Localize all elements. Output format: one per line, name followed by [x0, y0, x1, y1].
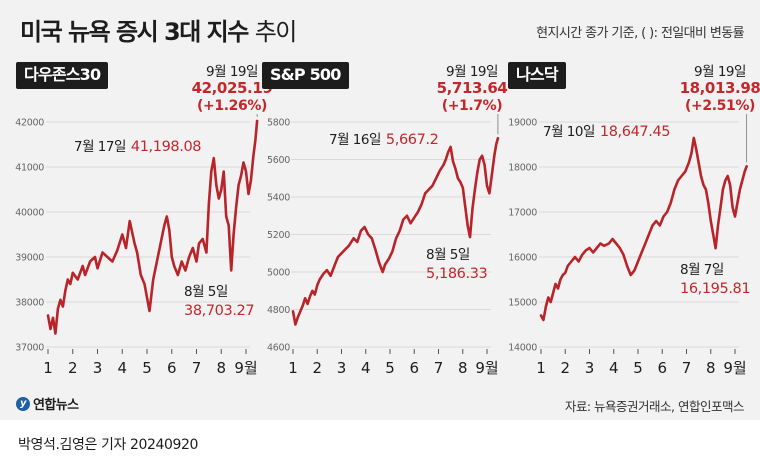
- dow-x-tick-label: 2: [68, 359, 78, 377]
- dow-y-tick-label: 42000: [15, 118, 44, 129]
- dow-peak-date: 7월 17일: [74, 139, 126, 155]
- dow-y-tick-label: 40000: [15, 208, 44, 219]
- charts-area: 다우존스30 S&P 500 나스닥 37000 38000 39000 40000 4…: [0, 56, 760, 390]
- dow-x-tick-label: 9월: [234, 359, 257, 377]
- sp500-x-tick-label: 2: [312, 359, 322, 377]
- nasdaq-label-badge: 나스닥: [508, 62, 566, 89]
- dow-x-tick-label: 5: [142, 359, 152, 377]
- nasdaq-peak-date: 7월 10일: [543, 124, 595, 140]
- page-title: 미국 뉴욕 증시 3대 지수 추이: [20, 12, 298, 47]
- dow-y-tick-label: 38000: [15, 298, 44, 309]
- sp500-latest-value: 5,713.64: [437, 79, 508, 97]
- nasdaq-peak-value: 18,647.45: [600, 124, 670, 140]
- title-main: 미국 뉴욕 증시 3대 지수: [20, 18, 249, 46]
- sp500-series-line: [291, 136, 500, 326]
- sp500-low-date: 8월 5일: [426, 247, 470, 263]
- dow-latest-change: (+1.26%): [197, 98, 267, 114]
- nasdaq-x-tick-label: 4: [609, 359, 619, 377]
- logo-text: 연합뉴스: [33, 398, 79, 413]
- sp500-x-tick-label: 8: [458, 359, 468, 377]
- yonhap-logo-icon: y: [16, 396, 30, 411]
- dow-x-tick-label: 6: [167, 359, 177, 377]
- infographic-card: 미국 뉴욕 증시 3대 지수 추이 현지시간 종가 기준, ( ): 전일대비 …: [0, 0, 760, 420]
- sp500-y-tick-label: 4600: [267, 343, 290, 354]
- nasdaq-x-tick-label: 9월: [723, 359, 746, 377]
- dow-peak-value: 41,198.08: [131, 139, 201, 155]
- nasdaq-latest-value: 18,013.98: [680, 79, 760, 97]
- dow-y-tick-label: 41000: [15, 163, 44, 174]
- dow-x-tick-label: 3: [93, 359, 103, 377]
- sp500-low-value: 5,186.33: [426, 266, 488, 282]
- nasdaq-series-line: [539, 136, 748, 322]
- sp500-peak-date: 7월 16일: [329, 132, 381, 148]
- dow-low-value: 38,703.27: [184, 303, 254, 319]
- nasdaq-x-tick-label: 2: [560, 359, 570, 377]
- nasdaq-y-tick-label: 14000: [508, 343, 537, 354]
- sp500-x-tick-label: 6: [409, 359, 419, 377]
- nasdaq-x-tick-label: 1: [536, 359, 546, 377]
- sp500-label-badge: S&P 500: [262, 62, 349, 89]
- sp500-y-tick-label: 5600: [267, 155, 290, 166]
- sp500-y-tick-label: 5200: [267, 230, 290, 241]
- sp500-x-tick-label: 1: [288, 359, 298, 377]
- nasdaq-x-tick-label: 5: [633, 359, 643, 377]
- sp500-y-tick-label: 4800: [267, 305, 290, 316]
- sp500-latest-change: (+1.7%): [442, 98, 503, 114]
- yonhap-logo: y 연합뉴스: [16, 394, 79, 413]
- sp500-x-tick-label: 7: [434, 359, 444, 377]
- dow-x-tick-label: 1: [43, 359, 53, 377]
- nasdaq-x-tick-label: 7: [682, 359, 692, 377]
- sp500-latest-date: 9월 19일: [446, 64, 498, 80]
- basis-note: 현지시간 종가 기준, ( ): 전일대비 변동률: [536, 26, 744, 41]
- nasdaq-latest-change: (+2.51%): [685, 98, 755, 114]
- dow-latest-value: 42,025.19: [192, 79, 273, 97]
- nasdaq-latest-date: 9월 19일: [694, 64, 746, 80]
- nasdaq-x-tick-label: 3: [585, 359, 595, 377]
- nasdaq-y-tick-label: 15000: [508, 298, 537, 309]
- sp500-x-tick-label: 9월: [475, 359, 498, 377]
- source-note: 자료: 뉴욕증권거래소, 연합인포맥스: [564, 399, 745, 414]
- nasdaq-y-tick-label: 17000: [508, 208, 537, 219]
- nasdaq-low-date: 8월 7일: [680, 262, 724, 278]
- sp500-peak-value: 5,667.2: [386, 132, 439, 148]
- sp500-x-tick-label: 5: [385, 359, 395, 377]
- title-sub: 추이: [254, 18, 298, 46]
- dow-y-tick-label: 39000: [15, 253, 44, 264]
- sp500-y-tick-label: 5400: [267, 193, 290, 204]
- dow-low-date: 8월 5일: [184, 284, 228, 300]
- nasdaq-y-tick-label: 18000: [508, 163, 537, 174]
- nasdaq-y-tick-label: 19000: [508, 118, 537, 129]
- nasdaq-x-tick-label: 8: [706, 359, 716, 377]
- nasdaq-y-tick-label: 16000: [508, 253, 537, 264]
- sp500-y-tick-label: 5800: [267, 118, 290, 129]
- dow-x-tick-label: 4: [117, 359, 127, 377]
- dow-label-badge: 다우존스30: [16, 62, 109, 89]
- sp500-x-tick-label: 3: [337, 359, 347, 377]
- nasdaq-x-tick-label: 6: [657, 359, 667, 377]
- sp500-x-tick-label: 4: [361, 359, 371, 377]
- nasdaq-low-value: 16,195.81: [680, 281, 750, 297]
- dow-latest-date: 9월 19일: [206, 64, 258, 80]
- sp500-y-tick-label: 5000: [267, 268, 290, 279]
- dow-series-line: [46, 119, 259, 335]
- dow-y-tick-label: 37000: [15, 343, 44, 354]
- dow-x-tick-label: 8: [216, 359, 226, 377]
- byline: 박영석.김영은 기자 20240920: [18, 437, 199, 453]
- dow-x-tick-label: 7: [192, 359, 202, 377]
